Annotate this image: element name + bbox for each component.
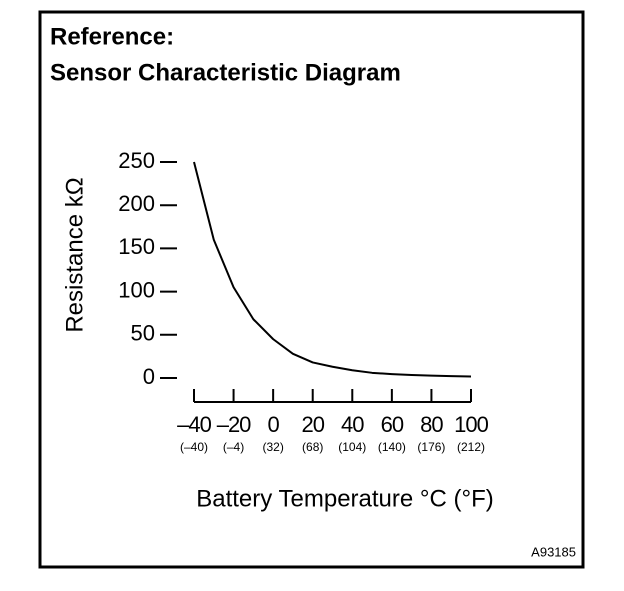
x-tick-label: –20 — [217, 412, 251, 437]
x-tick-label: 20 — [301, 412, 324, 437]
x-tick-label: 40 — [341, 412, 364, 437]
frame — [38, 10, 585, 569]
x-tick-label-f: (68) — [302, 440, 323, 454]
y-tick-label: 50 — [131, 321, 155, 346]
y-axis-label: Resistance kΩ — [61, 177, 88, 332]
x-tick-label: 60 — [381, 412, 404, 437]
data-line — [193, 161, 472, 378]
x-tick-label-f: (–4) — [223, 440, 244, 454]
x-tick-label-f: (32) — [262, 440, 283, 454]
y-tick-label: 250 — [118, 148, 155, 173]
y-tick-label: 0 — [143, 364, 155, 389]
chart-title: Reference: — [50, 23, 174, 50]
y-tick-label: 100 — [118, 277, 155, 302]
y-tick-label: 150 — [118, 234, 155, 259]
x-tick-label: –40 — [177, 412, 211, 437]
x-axis-label: Battery Temperature °C (°F) — [196, 485, 494, 512]
x-tick-label-f: (140) — [378, 440, 406, 454]
x-tick-label-f: (104) — [338, 440, 366, 454]
x-tick-label: 80 — [420, 412, 443, 437]
x-tick-label-f: (212) — [457, 440, 485, 454]
figure-id: A93185 — [531, 544, 576, 559]
x-tick-label: 0 — [268, 412, 280, 437]
x-tick-label: 100 — [454, 412, 488, 437]
x-tick-label-f: (176) — [417, 440, 445, 454]
x-tick-label-f: (–40) — [180, 440, 208, 454]
y-tick-label: 200 — [118, 191, 155, 216]
chart-subtitle: Sensor Characteristic Diagram — [50, 59, 401, 86]
